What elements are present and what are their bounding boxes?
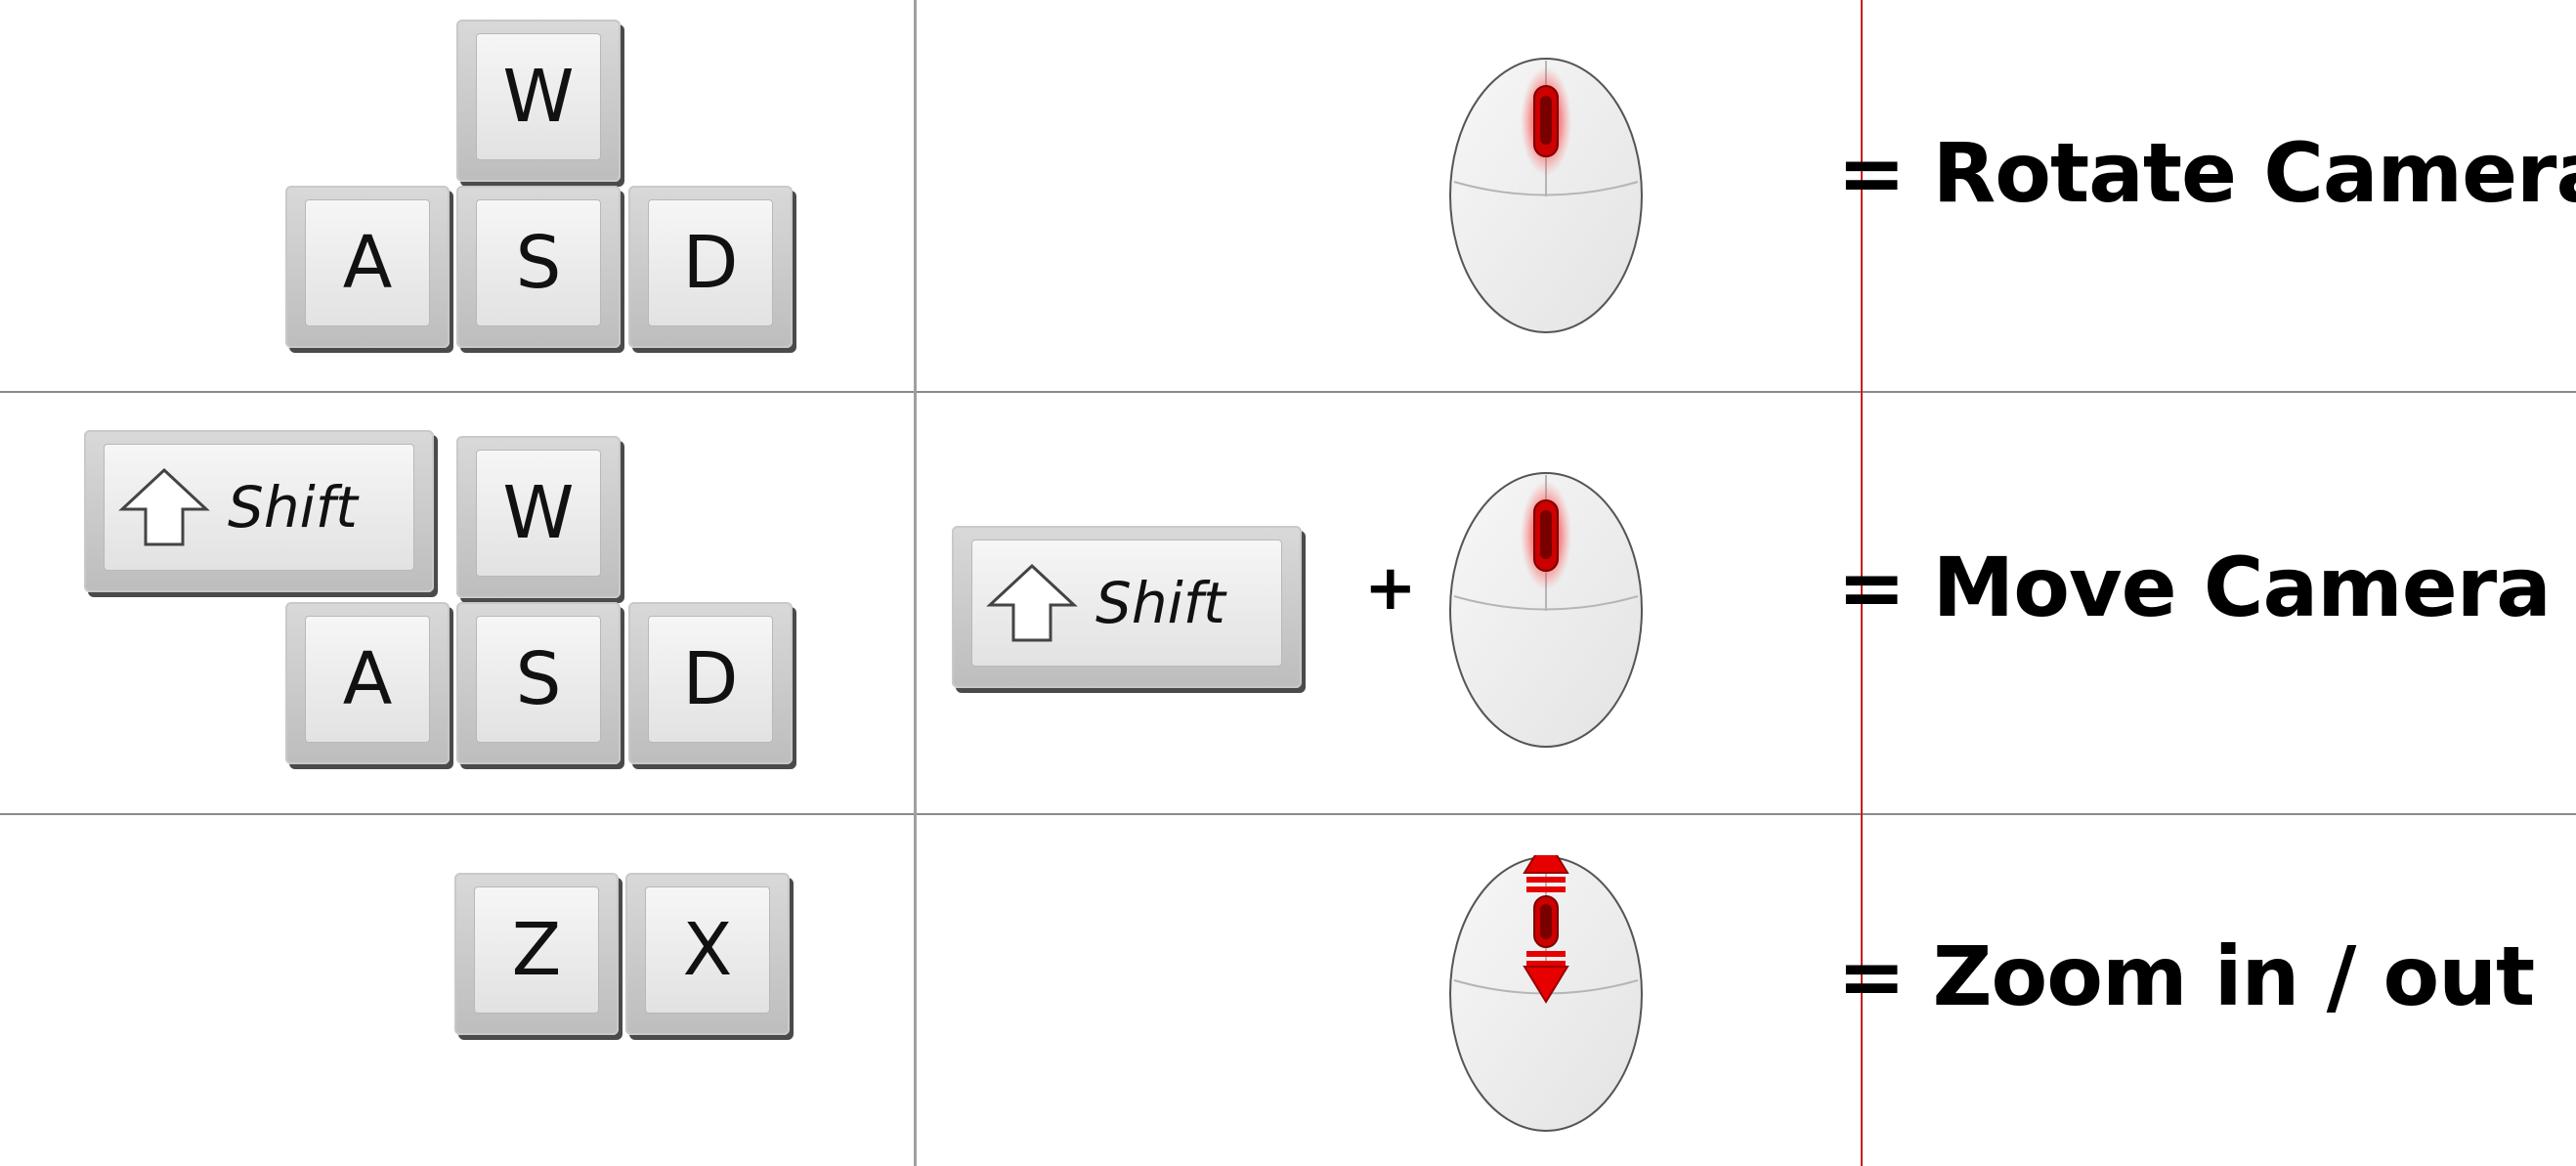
up-arrow-icon xyxy=(986,563,1078,642)
key-x-label: X xyxy=(645,886,770,1014)
column-divider xyxy=(914,0,917,1166)
row-divider-1 xyxy=(0,391,2576,393)
key-shift-modifier-label: Shift xyxy=(1095,570,1225,636)
key-s-label: S xyxy=(476,199,601,326)
key-d-label: D xyxy=(648,199,773,326)
key-d-label: D xyxy=(648,616,773,743)
mouse-icon xyxy=(1449,472,1643,748)
row-divider-2 xyxy=(0,813,2576,815)
result-label-zoom: = Zoom in / out xyxy=(1837,928,2535,1024)
mouse-icon xyxy=(1449,855,1643,1132)
key-s: S xyxy=(456,602,621,764)
key-a-label: A xyxy=(305,616,430,743)
key-s: S xyxy=(456,186,621,348)
key-w-label: W xyxy=(476,450,601,577)
key-a-label: A xyxy=(305,199,430,326)
key-shift-modifier: Shift xyxy=(952,526,1302,688)
key-x: X xyxy=(625,873,790,1035)
up-arrow-icon xyxy=(118,467,210,546)
key-shift-label: Shift xyxy=(228,474,358,540)
key-shift-left: Shift xyxy=(84,430,434,592)
scroll-arrows-icon xyxy=(1523,855,1569,1004)
key-d: D xyxy=(628,602,793,764)
result-label-rotate: = Rotate Camera xyxy=(1837,125,2576,221)
key-z-label: Z xyxy=(474,886,599,1014)
key-w: W xyxy=(456,436,621,598)
mouse-icon xyxy=(1449,58,1643,333)
key-s-label: S xyxy=(476,616,601,743)
key-w-label: W xyxy=(476,33,601,160)
key-z: Z xyxy=(454,873,619,1035)
key-d: D xyxy=(628,186,793,348)
key-w: W xyxy=(456,20,621,182)
red-guide-line xyxy=(1861,0,1863,1166)
result-label-move: = Move Camera xyxy=(1837,540,2552,635)
key-a: A xyxy=(285,186,450,348)
key-a: A xyxy=(285,602,450,764)
plus-sign: + xyxy=(1364,552,1417,625)
